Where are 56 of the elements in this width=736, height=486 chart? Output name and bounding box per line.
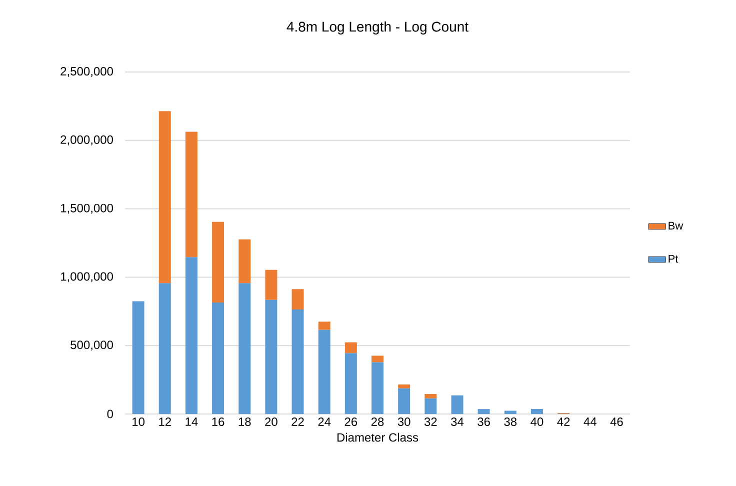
x-tick-label: 18 [238,418,251,426]
legend-label: Bw [668,222,684,230]
y-tick-label: 1,000,000 [61,272,114,282]
x-tick-label: 10 [132,418,145,426]
bar [132,301,144,414]
bar [398,384,410,388]
bar [265,300,278,414]
bar [212,302,224,414]
x-tick-label: 22 [292,418,304,426]
x-tick-label: 40 [530,418,544,426]
bar [530,409,543,414]
bar [212,222,224,302]
bar [424,394,437,398]
bar [372,356,384,362]
bar [238,283,251,414]
bar [478,409,490,414]
y-tick-label: 0 [107,410,114,418]
bar [344,353,357,414]
x-tick-label: 16 [212,418,224,426]
x-tick-label: 32 [424,418,437,426]
bar [185,132,198,258]
bar [318,330,330,414]
x-tick-label: 30 [398,418,410,426]
bar [265,270,278,300]
bar [372,362,384,414]
x-tick-label: 24 [318,418,331,426]
bar [292,289,304,310]
bar [185,257,198,414]
x-tick-label: 26 [344,418,358,426]
bar [504,410,516,414]
x-tick-label: 14 [186,418,198,426]
bar [158,283,171,414]
bar [424,398,437,414]
x-tick-label: 38 [504,418,517,426]
bar [158,111,171,284]
x-axis-title: Diameter Class [337,432,418,442]
bar [344,342,357,354]
x-tick-label: 42 [557,418,570,426]
x-tick-label: 34 [451,418,464,426]
y-tick-label: 2,500,000 [60,67,114,77]
bar [451,395,464,414]
y-tick-label: 1,500,000 [61,204,114,214]
y-tick-label: 500,000 [70,340,114,351]
x-tick-label: 44 [584,418,596,426]
x-tick-label: 12 [159,418,171,426]
bar [292,309,304,414]
bar [238,239,251,284]
x-tick-label: 36 [478,418,490,426]
chart-title: 4.8m Log Length - Log Count [286,21,468,34]
bar [318,322,330,330]
x-tick-label: 28 [371,418,384,426]
y-tick-label: 2,000,000 [60,135,114,146]
x-tick-label: 46 [610,418,623,426]
x-tick-label: 20 [265,418,278,426]
legend-label: Pt [668,254,678,263]
bar [398,388,410,414]
